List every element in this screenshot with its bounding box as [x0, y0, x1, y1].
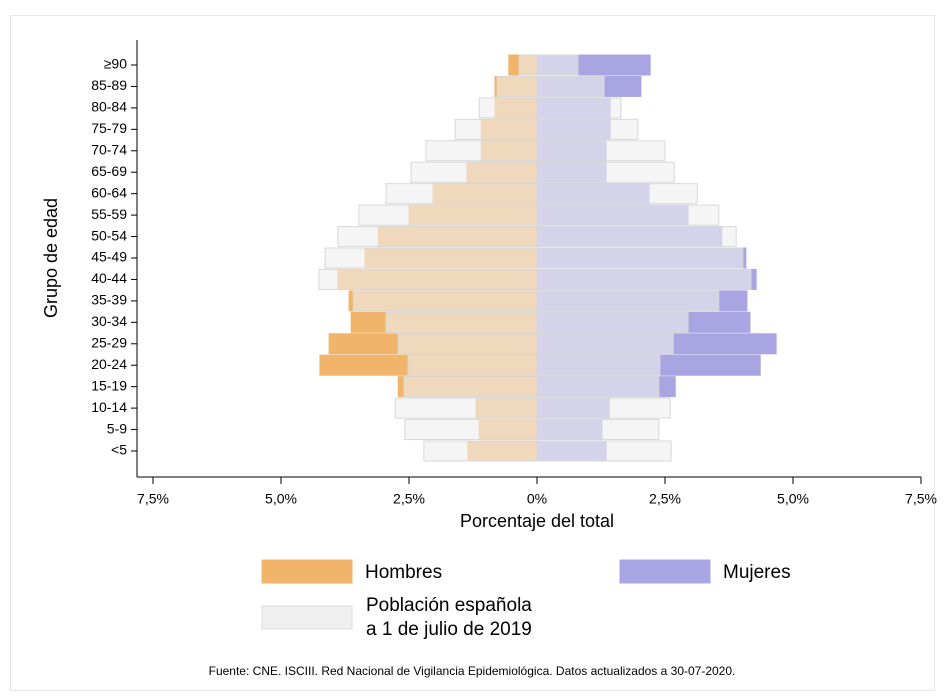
y-tick-label: 65-69: [91, 163, 127, 179]
legend-label: Hombres: [365, 562, 442, 583]
y-tick-label: 55-59: [91, 206, 127, 222]
y-tick-label: 10-14: [91, 399, 127, 415]
x-tick-label: 7,5%: [905, 491, 937, 507]
reference-bar: [403, 376, 538, 398]
reference-bar: [318, 268, 538, 290]
reference-bar: [410, 161, 538, 183]
y-tick-label: 50-54: [91, 227, 127, 243]
reference-bar: [536, 333, 674, 355]
reference-bar: [536, 204, 720, 226]
legend-label: Mujeres: [723, 562, 791, 583]
y-tick-label: 70-74: [91, 141, 127, 157]
reference-bar: [454, 118, 538, 140]
reference-bar: [536, 118, 639, 140]
reference-bar: [352, 290, 538, 312]
reference-bar: [478, 97, 538, 119]
reference-bar: [536, 140, 666, 162]
x-tick-label: 2,5%: [393, 491, 425, 507]
reference-bar: [536, 183, 698, 205]
reference-bar: [397, 333, 538, 355]
x-tick-label: 7,5%: [137, 491, 169, 507]
y-axis-title: Grupo de edad: [41, 198, 61, 318]
y-tick-label: 80-84: [91, 99, 127, 115]
reference-bar: [536, 247, 744, 269]
y-tick-label: 5-9: [107, 420, 127, 436]
reference-bar: [518, 54, 538, 76]
x-tick-label: 0%: [527, 491, 547, 507]
reference-bar: [536, 97, 622, 119]
y-tick-label: 40-44: [91, 270, 127, 286]
reference-bar: [536, 226, 737, 248]
reference-bar: [536, 440, 672, 462]
reference-bar: [358, 204, 538, 226]
legend-swatch: [261, 559, 353, 584]
y-tick-label: ≥90: [104, 56, 127, 72]
y-tick-label: 75-79: [91, 120, 127, 136]
y-tick-label: <5: [111, 442, 127, 458]
reference-bar: [536, 419, 660, 441]
reference-bar: [536, 268, 752, 290]
reference-bar: [404, 419, 538, 441]
y-tick-label: 25-29: [91, 334, 127, 350]
y-tick-label: 15-19: [91, 377, 127, 393]
legend-label: Población española: [366, 595, 532, 616]
reference-bar: [407, 354, 538, 376]
x-tick-label: 5,0%: [777, 491, 809, 507]
source-note: Fuente: CNE. ISCIII. Red Nacional de Vig…: [209, 664, 736, 678]
reference-bar: [536, 354, 661, 376]
x-tick-label: 2,5%: [649, 491, 681, 507]
reference-bar: [536, 75, 605, 97]
reference-bar: [496, 75, 538, 97]
reference-bar: [536, 397, 671, 419]
y-tick-label: 30-34: [91, 313, 127, 329]
reference-bar: [536, 311, 689, 333]
legend-swatch: [261, 605, 353, 630]
reference-bar: [394, 397, 538, 419]
reference-bar: [425, 140, 538, 162]
x-axis-title: Porcentaje del total: [460, 511, 614, 531]
y-tick-label: 20-24: [91, 356, 127, 372]
reference-bar: [536, 376, 660, 398]
reference-bar: [423, 440, 538, 462]
reference-bar: [536, 290, 720, 312]
reference-bar: [385, 311, 538, 333]
reference-bar: [337, 226, 538, 248]
reference-bar: [536, 161, 675, 183]
x-tick-label: 5,0%: [265, 491, 297, 507]
reference-bar: [385, 183, 538, 205]
reference-bar: [324, 247, 538, 269]
y-tick-label: 45-49: [91, 249, 127, 265]
legend-swatch: [619, 559, 711, 584]
y-tick-label: 60-64: [91, 184, 127, 200]
y-tick-label: 85-89: [91, 77, 127, 93]
y-tick-label: 35-39: [91, 292, 127, 308]
legend-label: a 1 de julio de 2019: [366, 619, 532, 640]
reference-bar: [536, 54, 579, 76]
